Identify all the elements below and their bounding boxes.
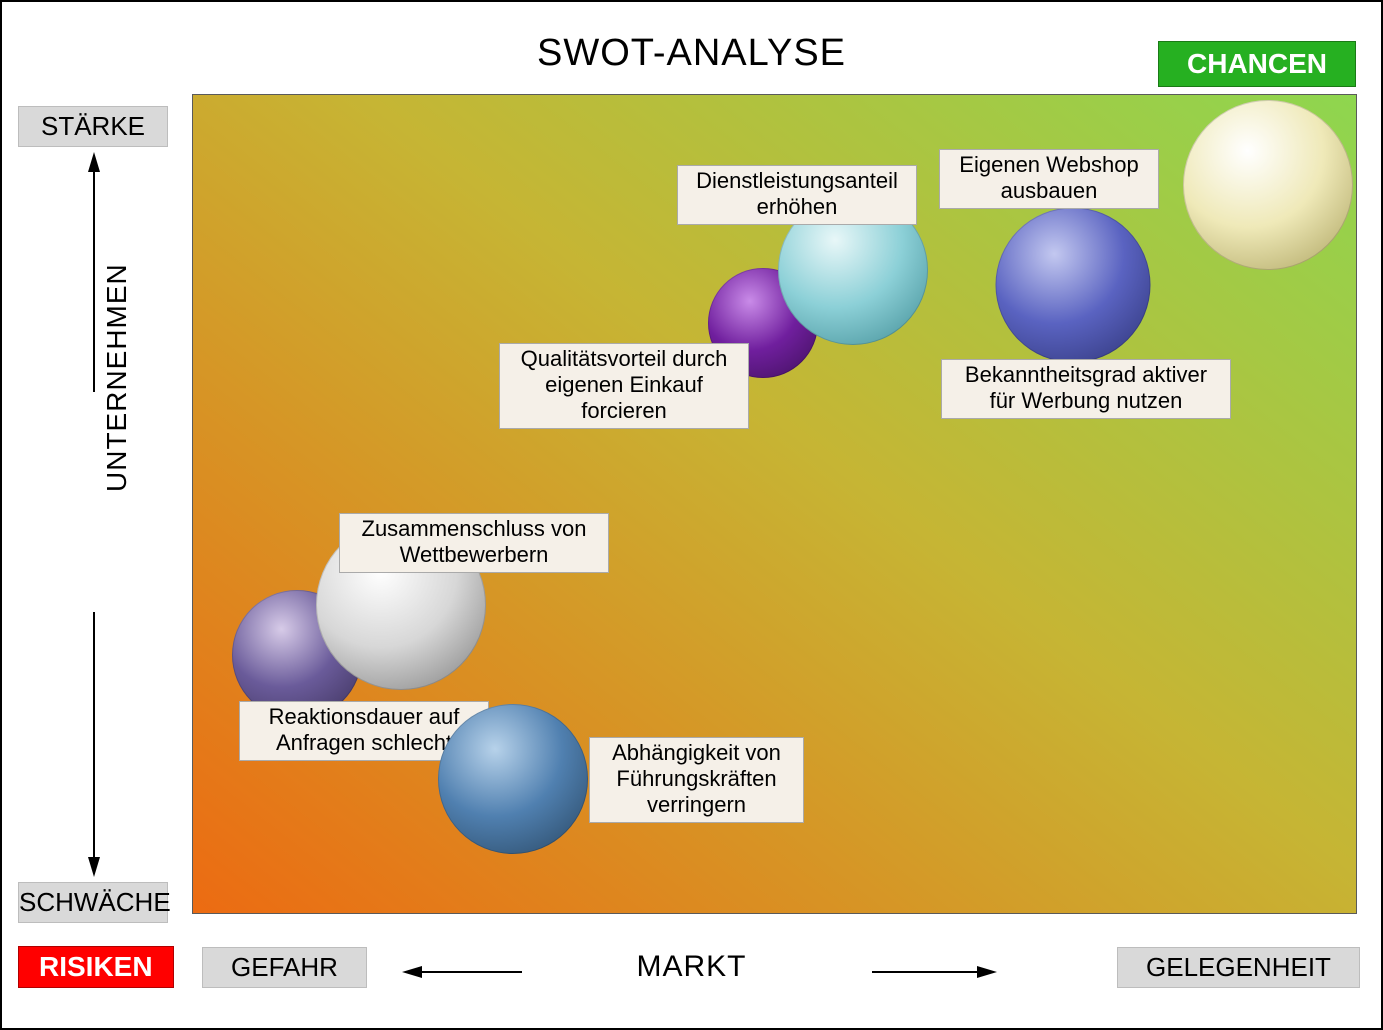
x-arrow-left-icon <box>400 960 534 984</box>
swot-plot-area: Reaktionsdauer auf Anfragen schlechtZusa… <box>192 94 1357 914</box>
bubble-abhaengigkeit <box>438 704 588 854</box>
x-arrow-right-icon <box>860 960 999 984</box>
bubble-label-zusammenschluss: Zusammenschluss von Wettbewerbern <box>339 513 609 573</box>
corner-risiken-badge: RISIKEN <box>18 946 174 988</box>
bubble-webshop <box>1183 100 1353 270</box>
swot-canvas: SWOT-ANALYSE CHANCEN STÄRKE SCHWÄCHE UNT… <box>0 0 1383 1030</box>
y-arrow-up-icon <box>82 150 106 404</box>
y-axis-top-label: STÄRKE <box>18 106 168 147</box>
y-axis-bottom-label: SCHWÄCHE <box>18 882 168 923</box>
bubble-bekanntheit <box>996 208 1151 363</box>
bubble-label-bekanntheit: Bekanntheitsgrad aktiver für Werbung nut… <box>941 359 1231 419</box>
bubble-label-webshop: Eigenen Webshop ausbauen <box>939 149 1159 209</box>
bubble-label-dienstleistung: Dienstleistungsanteil erhöhen <box>677 165 917 225</box>
y-arrow-down-icon <box>82 600 106 879</box>
corner-chancen-badge: CHANCEN <box>1158 41 1356 87</box>
bubble-label-abhaengigkeit: Abhängigkeit von Führungskräften verring… <box>589 737 804 823</box>
x-axis-title: MARKT <box>2 950 1381 984</box>
bubble-label-qualitaet: Qualitätsvorteil durch eigenen Einkauf f… <box>499 343 749 429</box>
